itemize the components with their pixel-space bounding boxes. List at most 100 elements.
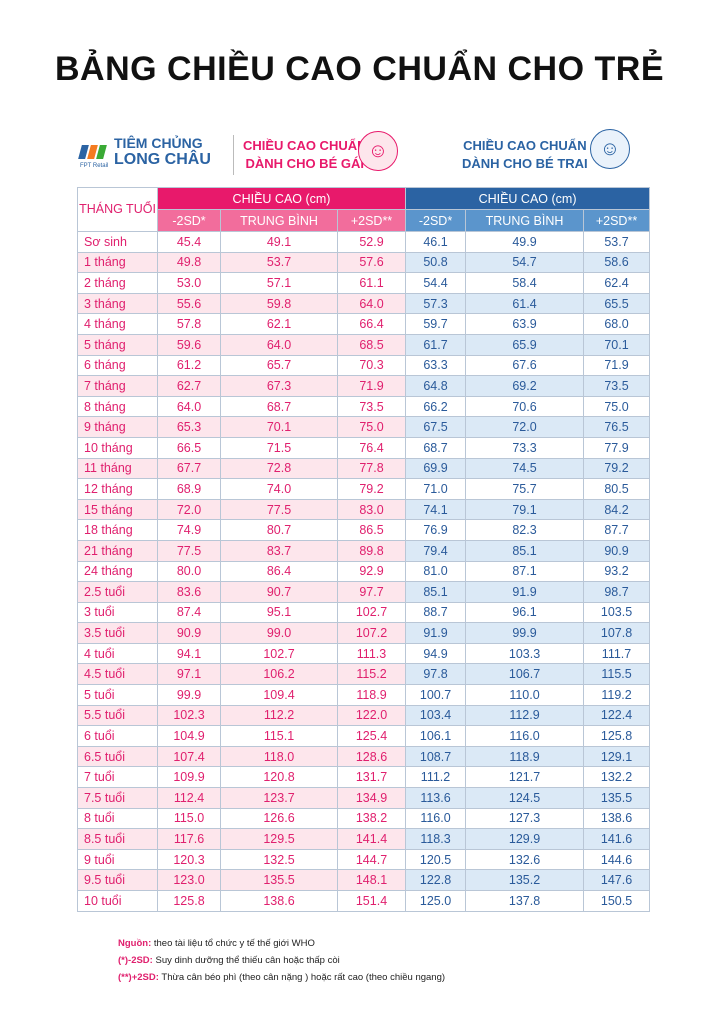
boy-median-cell: 91.9	[465, 581, 585, 603]
boy-minus2sd-cell: 108.7	[405, 745, 467, 768]
boy-minus2sd-cell: 64.8	[405, 375, 467, 397]
boy-plus2sd-cell: 138.6	[583, 807, 651, 830]
boy-plus2sd-cell: 93.2	[583, 560, 651, 583]
girl-minus2sd-cell: 117.6	[157, 828, 221, 850]
table-row: 8 tuổi 115.0 126.6 138.2 116.0 127.3 138.6	[77, 807, 651, 830]
boy-plus2sd-cell: 141.6	[583, 828, 651, 850]
boy-face-icon: ☺	[590, 129, 630, 169]
table-row: 5 tuổi 99.9 109.4 118.9 100.7 110.0 119.2	[77, 684, 651, 706]
boy-plus2sd-cell: 80.5	[583, 478, 651, 500]
table-row: 7 tuổi 109.9 120.8 131.7 111.2 121.7 132.2	[77, 766, 651, 789]
boy-median-cell: 132.6	[465, 848, 585, 871]
girl-plus2sd-cell: 52.9	[336, 231, 407, 253]
girl-median-cell: 132.5	[220, 848, 338, 871]
girl-plus2sd-cell: 128.6	[336, 745, 407, 768]
brand-sub: FPT Retail	[80, 163, 109, 169]
girl-plus2sd-cell: 115.2	[336, 663, 407, 686]
girl-median-cell: 68.7	[220, 395, 338, 418]
girl-minus2sd-cell: 64.0	[157, 395, 221, 418]
brand-line1: TIÊM CHỦNG	[114, 135, 203, 151]
note-minus2sd: (*)-2SD: Suy dinh dưỡng thể thiếu cân ho…	[118, 955, 340, 966]
boy-minus2sd-cell: 67.5	[405, 416, 467, 438]
table-row: 18 tháng 74.9 80.7 86.5 76.9 82.3 87.7	[77, 519, 651, 541]
girl-median-cell: 53.7	[220, 251, 338, 274]
girl-plus2sd-cell: 70.3	[336, 354, 407, 377]
girl-plus2sd-cell: 86.5	[336, 519, 407, 541]
boy-plus2sd-cell: 132.2	[583, 766, 651, 789]
girl-plus2sd-cell: 134.9	[336, 787, 407, 809]
boy-minus2sd-cell: 66.2	[405, 395, 467, 418]
girl-median-cell: 106.2	[220, 663, 338, 686]
boy-minus2sd-cell: 100.7	[405, 684, 467, 706]
age-cell: 5 tháng	[77, 333, 158, 356]
girl-plus2sd-cell: 76.4	[336, 436, 407, 459]
boy-minus2sd-cell: 54.4	[405, 272, 467, 294]
boy-plus2sd-cell: 135.5	[583, 787, 651, 809]
age-cell: 7 tuổi	[77, 766, 158, 789]
boy-plus2sd-cell: 87.7	[583, 519, 651, 541]
girl-plus2sd-cell: 77.8	[336, 457, 407, 480]
girl-minus2sd-cell: 87.4	[157, 601, 221, 624]
boy-minus2sd-cell: 63.3	[405, 354, 467, 377]
girl-minus2sd-cell: 74.9	[157, 519, 221, 541]
boy-minus2sd-cell: 46.1	[405, 231, 467, 253]
boy-group-header: CHIỀU CAO (cm)	[405, 187, 651, 210]
boy-median-cell: 110.0	[465, 684, 585, 706]
table-row: 15 tháng 72.0 77.5 83.0 74.1 79.1 84.2	[77, 498, 651, 521]
girl-median-cell: 126.6	[220, 807, 338, 830]
boy-plus2sd-cell: 58.6	[583, 251, 651, 274]
boy-median-cell: 49.9	[465, 231, 585, 253]
girl-median-cell: 62.1	[220, 313, 338, 335]
boy-minus2sd-cell: 57.3	[405, 292, 467, 315]
girl-minus2sd-cell: 57.8	[157, 313, 221, 335]
girl-median-cell: 120.8	[220, 766, 338, 789]
girl-minus2sd-cell: 94.1	[157, 642, 221, 665]
boy-header-line1: CHIỀU CAO CHUẨN	[463, 138, 587, 153]
boy-median-cell: 87.1	[465, 560, 585, 583]
girl-minus2sd-cell: 125.8	[157, 890, 221, 912]
boy-minus2sd-cell: 103.4	[405, 704, 467, 727]
girl-plus2sd-cell: 111.3	[336, 642, 407, 665]
girl-header-line2: DÀNH CHO BÉ GÁI	[245, 156, 364, 171]
girl-plus2sd-cell: 71.9	[336, 375, 407, 397]
boy-plus2sd-cell: 68.0	[583, 313, 651, 335]
girl-minus2sd-cell: 59.6	[157, 333, 221, 356]
table-row: 6 tháng 61.2 65.7 70.3 63.3 67.6 71.9	[77, 354, 651, 377]
boy-minus2sd-cell: 69.9	[405, 457, 467, 480]
girl-plus2sd-header: +2SD**	[336, 209, 407, 232]
girl-minus2sd-header: -2SD*	[157, 209, 221, 232]
age-cell: 6 tuổi	[77, 725, 158, 747]
boy-median-cell: 74.5	[465, 457, 585, 480]
girl-minus2sd-cell: 99.9	[157, 684, 221, 706]
girl-plus2sd-cell: 141.4	[336, 828, 407, 850]
girl-minus2sd-cell: 107.4	[157, 745, 221, 768]
age-cell: 6.5 tuổi	[77, 745, 158, 768]
boy-plus2sd-cell: 98.7	[583, 581, 651, 603]
boy-minus2sd-cell: 71.0	[405, 478, 467, 500]
table-row: 10 tháng 66.5 71.5 76.4 68.7 73.3 77.9	[77, 436, 651, 459]
boy-plus2sd-cell: 84.2	[583, 498, 651, 521]
girl-minus2sd-cell: 53.0	[157, 272, 221, 294]
age-cell: 4 tuổi	[77, 642, 158, 665]
girl-median-cell: 80.7	[220, 519, 338, 541]
age-cell: 8.5 tuổi	[77, 828, 158, 850]
brand-logo: TIÊM CHỦNG LONG CHÂU	[78, 135, 211, 169]
boy-minus2sd-cell: 122.8	[405, 869, 467, 891]
boy-median-cell: 85.1	[465, 539, 585, 562]
boy-median-cell: 137.8	[465, 890, 585, 912]
girl-median-cell: 112.2	[220, 704, 338, 727]
age-cell: 21 tháng	[77, 539, 158, 562]
girl-minus2sd-cell: 66.5	[157, 436, 221, 459]
girl-plus2sd-cell: 89.8	[336, 539, 407, 562]
girl-plus2sd-cell: 66.4	[336, 313, 407, 335]
boy-median-cell: 135.2	[465, 869, 585, 891]
age-cell: 1 tháng	[77, 251, 158, 274]
girl-median-cell: 74.0	[220, 478, 338, 500]
girl-minus2sd-cell: 65.3	[157, 416, 221, 438]
table-row: 7.5 tuổi 112.4 123.7 134.9 113.6 124.5 135.5	[77, 787, 651, 809]
girl-median-cell: 65.7	[220, 354, 338, 377]
girl-header: CHIỀU CAO CHUẨN DÀNH CHO BÉ GÁI	[243, 137, 367, 173]
boy-plus2sd-cell: 70.1	[583, 333, 651, 356]
boy-minus2sd-cell: 118.3	[405, 828, 467, 850]
table-row: 3 tháng 55.6 59.8 64.0 57.3 61.4 65.5	[77, 292, 651, 315]
